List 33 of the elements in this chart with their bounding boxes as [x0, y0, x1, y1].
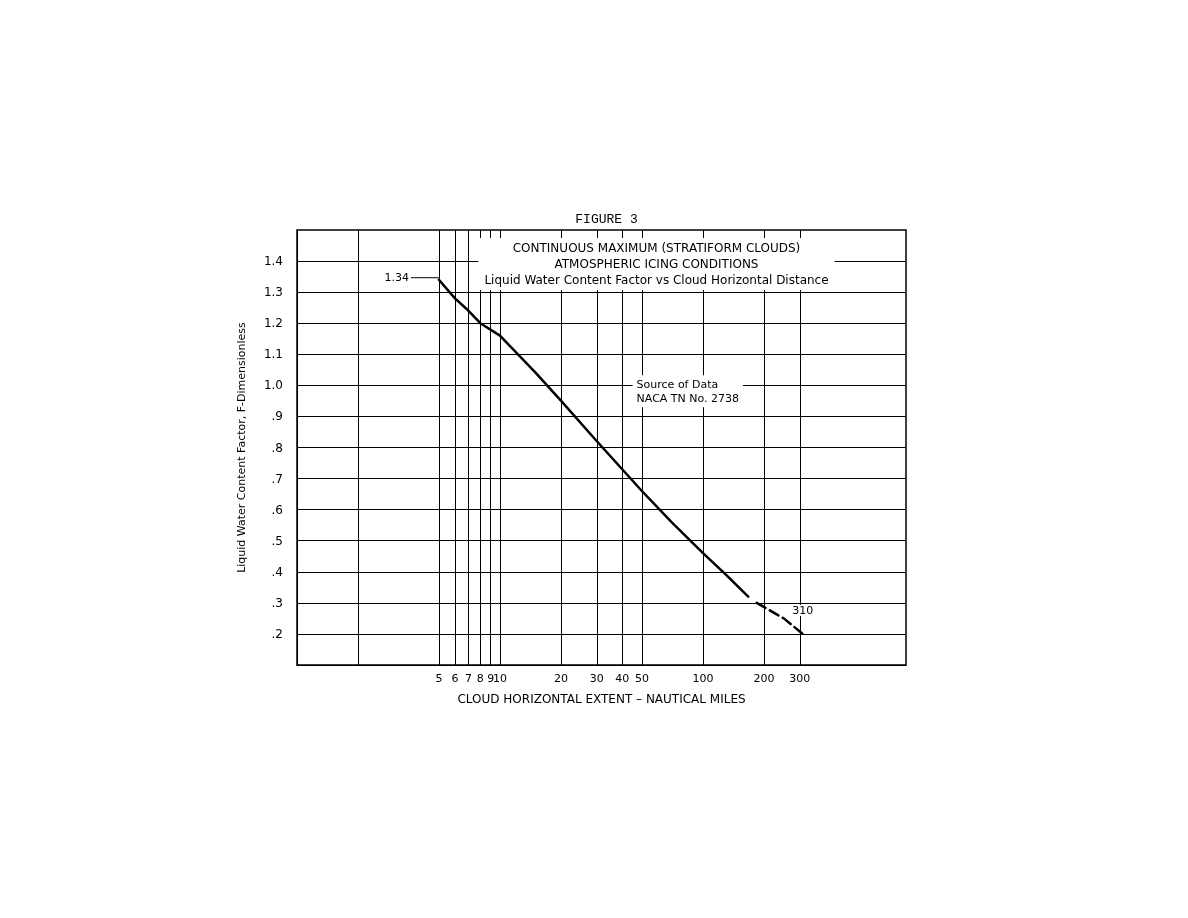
y-tick-label: .4 — [271, 564, 283, 579]
x-tick-label: 50 — [634, 672, 649, 685]
x-tick-label: 300 — [789, 672, 811, 685]
y-tick-label: .9 — [271, 409, 283, 424]
y-tick-label: 1.0 — [263, 378, 283, 393]
y-tick-label: 1.2 — [263, 316, 283, 331]
y-tick-label: 1.1 — [263, 347, 283, 362]
y-tick-label: .6 — [271, 502, 283, 517]
annotation: Source of Data NACA TN No. 2738 — [636, 377, 740, 405]
x-tick-label: 100 — [692, 672, 714, 685]
y-tick-label: 1.4 — [263, 254, 283, 269]
x-tick-label: 5 — [435, 672, 443, 685]
annotation: 1.34 — [384, 271, 409, 285]
x-tick-label: 7 — [465, 672, 473, 685]
y-tick-label: 1.3 — [263, 285, 283, 300]
y-tick-label: .7 — [271, 471, 283, 486]
x-tick-label: 30 — [589, 672, 604, 685]
x-tick-label: 200 — [753, 672, 775, 685]
y-tick-label: .3 — [271, 595, 283, 610]
x-axis-title: CLOUD HORIZONTAL EXTENT – NAUTICAL MILES — [457, 692, 746, 706]
y-tick-label: .5 — [271, 533, 283, 548]
y-axis-title: Liquid Water Content Factor, F-Dimensionless — [235, 321, 248, 573]
x-tick-label: 9 — [487, 672, 495, 685]
x-tick-label: 20 — [554, 672, 569, 685]
chart-title: FIGURE 3 — [575, 212, 638, 227]
x-tick-label: 10 — [493, 672, 507, 685]
x-tick-label: 8 — [476, 672, 484, 685]
x-tick-label: 40 — [615, 672, 630, 685]
x-tick-label: 6 — [451, 672, 459, 685]
y-tick-label: .2 — [271, 626, 283, 641]
y-tick-label: .8 — [271, 440, 283, 455]
text: CONTINUOUS MAXIMUM (STRATIFORM CLOUDS) ATMOSPHERIC ICING CONDITIONS Liquid Water Content Factor vs Cloud Horizontal Distance — [484, 241, 829, 287]
annotation: 310 — [792, 603, 814, 617]
